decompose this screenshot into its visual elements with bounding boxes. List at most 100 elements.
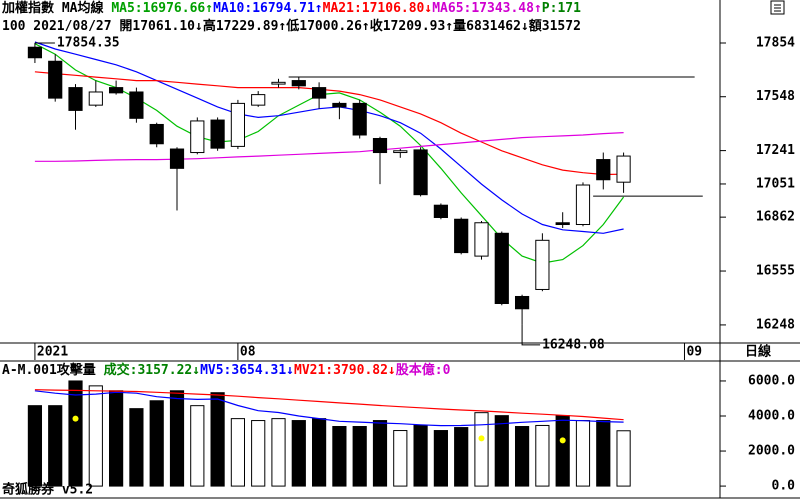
candle-body xyxy=(88,91,103,106)
volume-bar xyxy=(393,430,408,487)
ma-line xyxy=(34,132,624,162)
y-tick-label: 16555 xyxy=(756,264,795,279)
header-row: A-M.001攻擊量 成交:3157.22↓MV5:3654.31↓MV21:3… xyxy=(2,362,451,378)
volume-bar xyxy=(312,418,327,487)
candle-body xyxy=(454,218,469,254)
volume-bar xyxy=(454,427,469,487)
ma-line xyxy=(34,389,624,421)
y-tick-label: 6000.0 xyxy=(748,373,795,388)
candle-body xyxy=(433,204,448,218)
header-segment: MA10:16794.71↑ xyxy=(213,1,323,16)
volume-bar xyxy=(149,400,164,487)
ma-line xyxy=(34,41,624,234)
candle-body xyxy=(190,120,205,154)
y-tick-label: 16862 xyxy=(756,210,795,225)
volume-bar xyxy=(88,385,103,487)
candle-body xyxy=(352,102,367,136)
volume-bar xyxy=(616,430,631,487)
candle-body xyxy=(616,155,631,183)
candle-body xyxy=(596,159,611,181)
candle-body xyxy=(271,81,286,85)
y-tick-label: 17548 xyxy=(756,89,795,104)
volume-bar xyxy=(535,424,550,487)
volume-bar xyxy=(372,420,388,487)
volume-bar xyxy=(291,420,306,487)
header-segment: P:171 xyxy=(542,1,581,16)
y-tick-label: 4000.0 xyxy=(748,408,795,423)
volume-bar xyxy=(68,380,83,487)
candle-body xyxy=(575,184,591,226)
candle-body xyxy=(535,239,550,290)
volume-bar xyxy=(48,405,63,487)
header-segment: MA5:16976.66↑ xyxy=(111,1,213,16)
candle-body xyxy=(393,150,408,154)
y-tick-label: 2000.0 xyxy=(748,444,795,459)
signal-dot xyxy=(478,435,485,442)
volume-bar xyxy=(474,412,489,487)
header-segment: 成交:3157.22↓ xyxy=(104,362,200,378)
footer: 奇狐勝券 v5.2 xyxy=(2,482,93,498)
volume-bar xyxy=(190,405,205,487)
volume-bar xyxy=(271,418,286,487)
annotation: 16248.08 xyxy=(542,337,605,352)
header-segment: 加權指數 MA均線 xyxy=(1,0,111,16)
volume-bar xyxy=(413,424,428,487)
header-segment: 100 2021/08/27 開17061.10↓高17229.89↑低1700… xyxy=(2,18,581,34)
x-tick-label: 2021 xyxy=(37,345,68,360)
volume-bar xyxy=(251,420,266,487)
header-segment: A-M.001攻擊量 xyxy=(2,362,104,378)
period-label: 日線 xyxy=(745,344,772,360)
candle-body xyxy=(474,222,489,257)
candle-body xyxy=(332,102,347,108)
candle-body xyxy=(555,222,570,226)
volume-bar xyxy=(210,392,225,487)
candle-body xyxy=(129,91,144,119)
candle-body xyxy=(291,80,306,87)
annotation-leader xyxy=(521,324,541,346)
candle-body xyxy=(230,102,245,147)
annotation: 17854.35 xyxy=(57,35,120,50)
candle-body xyxy=(48,60,63,99)
volume-bar xyxy=(332,426,347,487)
header-segment: MV5:3654.31↓ xyxy=(200,363,294,378)
candle-body xyxy=(149,123,164,145)
candle-body xyxy=(312,87,327,99)
y-tick-label: 16248 xyxy=(756,317,795,332)
candle-body xyxy=(372,137,388,154)
volume-bar xyxy=(169,390,185,487)
volume-bar xyxy=(109,390,124,487)
signal-dot xyxy=(559,437,566,444)
y-tick-label: 17854 xyxy=(756,36,795,51)
header-segment: 股本億:0 xyxy=(396,362,451,378)
candle-body xyxy=(494,232,509,305)
x-tick-label: 09 xyxy=(686,345,702,360)
candle-body xyxy=(109,87,124,94)
x-tick-label: 08 xyxy=(240,345,256,360)
volume-bar xyxy=(575,420,591,487)
volume-bar xyxy=(555,415,570,487)
candle-body xyxy=(514,295,530,310)
header-segment: MA21:17106.80↓ xyxy=(323,1,433,16)
candle-body xyxy=(169,148,185,169)
volume-bar xyxy=(596,420,611,487)
volume-bar xyxy=(433,430,448,487)
y-tick-label: 0.0 xyxy=(772,479,796,494)
signal-dot xyxy=(72,415,79,422)
header-segment: MV21:3790.82↓ xyxy=(294,363,396,378)
candle-body xyxy=(68,87,83,111)
candle-body xyxy=(413,149,428,196)
candle-body xyxy=(210,119,225,149)
volume-bar xyxy=(514,426,530,487)
header-row: 加權指數 MA均線 MA5:16976.66↑MA10:16794.71↑MA2… xyxy=(1,0,581,16)
candle-body xyxy=(251,94,266,106)
volume-bar xyxy=(129,408,144,487)
header-row: 100 2021/08/27 開17061.10↓高17229.89↑低1700… xyxy=(2,18,581,34)
ma-line xyxy=(34,390,624,427)
candle-body xyxy=(27,46,43,59)
volume-bar xyxy=(352,426,367,487)
volume-bar xyxy=(27,405,43,487)
y-tick-label: 17051 xyxy=(756,176,795,191)
volume-bar xyxy=(494,415,509,487)
volume-bar xyxy=(230,418,245,487)
